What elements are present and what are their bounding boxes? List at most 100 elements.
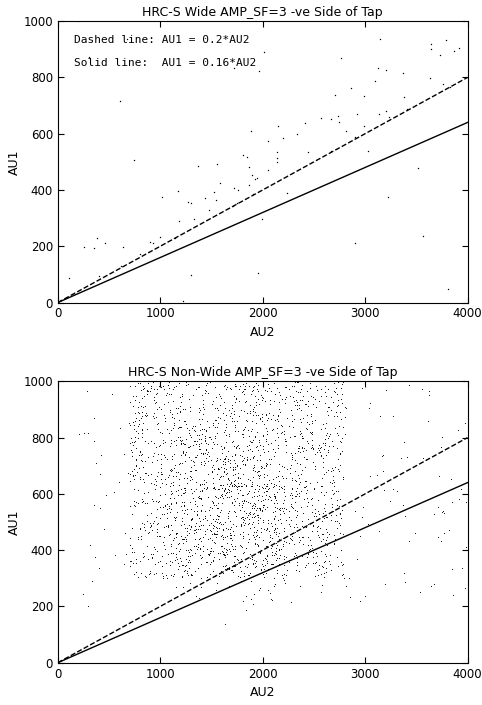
Point	[254, 540, 261, 551]
Point	[338, 397, 346, 408]
Point	[267, 593, 275, 604]
Point	[299, 433, 307, 444]
Point	[214, 463, 221, 474]
Point	[226, 523, 234, 534]
Point	[272, 546, 280, 557]
Point	[242, 604, 250, 615]
Point	[266, 535, 274, 546]
Point	[282, 436, 290, 447]
Point	[129, 470, 136, 481]
Point	[201, 457, 209, 468]
Point	[419, 452, 427, 463]
Point	[217, 393, 225, 404]
Point	[314, 494, 322, 505]
Point	[245, 485, 253, 496]
Point	[210, 554, 217, 565]
Point	[226, 532, 234, 544]
Point	[180, 483, 187, 494]
Point	[251, 430, 258, 441]
Point	[150, 437, 158, 448]
Point	[173, 496, 180, 507]
Point	[199, 395, 207, 406]
Point	[210, 527, 218, 539]
Point	[234, 440, 241, 451]
Point	[251, 537, 259, 548]
Point	[230, 505, 238, 517]
Point	[200, 402, 207, 413]
Point	[336, 406, 344, 417]
Point	[281, 495, 288, 506]
Point	[161, 499, 169, 510]
Point	[164, 396, 172, 407]
Point	[139, 547, 147, 558]
Point	[148, 493, 156, 505]
Point	[231, 506, 239, 517]
Point	[162, 478, 170, 489]
Point	[144, 498, 151, 509]
Point	[271, 505, 279, 517]
Point	[172, 439, 179, 450]
Point	[241, 494, 248, 505]
Point	[249, 558, 257, 569]
Point	[254, 393, 262, 405]
Point	[235, 410, 243, 422]
Point	[181, 403, 189, 415]
Point	[227, 486, 235, 497]
Point	[331, 477, 338, 488]
Point	[309, 551, 317, 563]
Point	[187, 513, 195, 525]
Point	[134, 427, 142, 439]
Point	[336, 507, 344, 518]
Point	[286, 391, 294, 402]
Point	[222, 469, 230, 480]
Point	[295, 490, 303, 501]
Point	[238, 518, 245, 529]
Point	[268, 532, 276, 544]
Point	[281, 577, 289, 588]
Point	[210, 537, 217, 548]
Point	[191, 525, 199, 536]
Point	[297, 427, 305, 439]
Point	[221, 458, 228, 469]
Point	[191, 436, 199, 447]
Point	[310, 484, 318, 495]
Point	[318, 450, 325, 461]
Point	[203, 482, 211, 493]
Point	[198, 499, 206, 510]
Point	[176, 553, 184, 564]
Point	[304, 532, 311, 543]
Point	[274, 121, 281, 132]
Point	[334, 376, 342, 388]
Point	[237, 480, 245, 491]
Point	[208, 433, 215, 444]
Point	[196, 439, 203, 450]
Point	[169, 395, 177, 406]
Point	[242, 479, 250, 491]
Point	[170, 479, 177, 490]
Point	[259, 568, 267, 580]
Point	[398, 452, 405, 463]
Point	[291, 376, 299, 387]
Point	[455, 493, 463, 504]
Point	[208, 502, 216, 513]
Point	[138, 424, 146, 436]
Point	[290, 522, 298, 533]
Point	[290, 396, 298, 407]
Point	[260, 46, 268, 57]
Point	[176, 422, 184, 433]
Point	[278, 570, 286, 581]
Point	[176, 435, 184, 446]
Point	[220, 485, 228, 496]
Point	[186, 401, 194, 412]
Point	[378, 450, 386, 461]
Point	[163, 572, 171, 584]
Point	[304, 514, 312, 525]
Point	[247, 576, 255, 587]
Point	[303, 522, 310, 533]
Point	[220, 492, 228, 503]
Point	[272, 471, 280, 482]
Point	[127, 556, 135, 567]
Point	[286, 532, 294, 543]
Point	[268, 540, 276, 551]
Point	[186, 496, 194, 508]
